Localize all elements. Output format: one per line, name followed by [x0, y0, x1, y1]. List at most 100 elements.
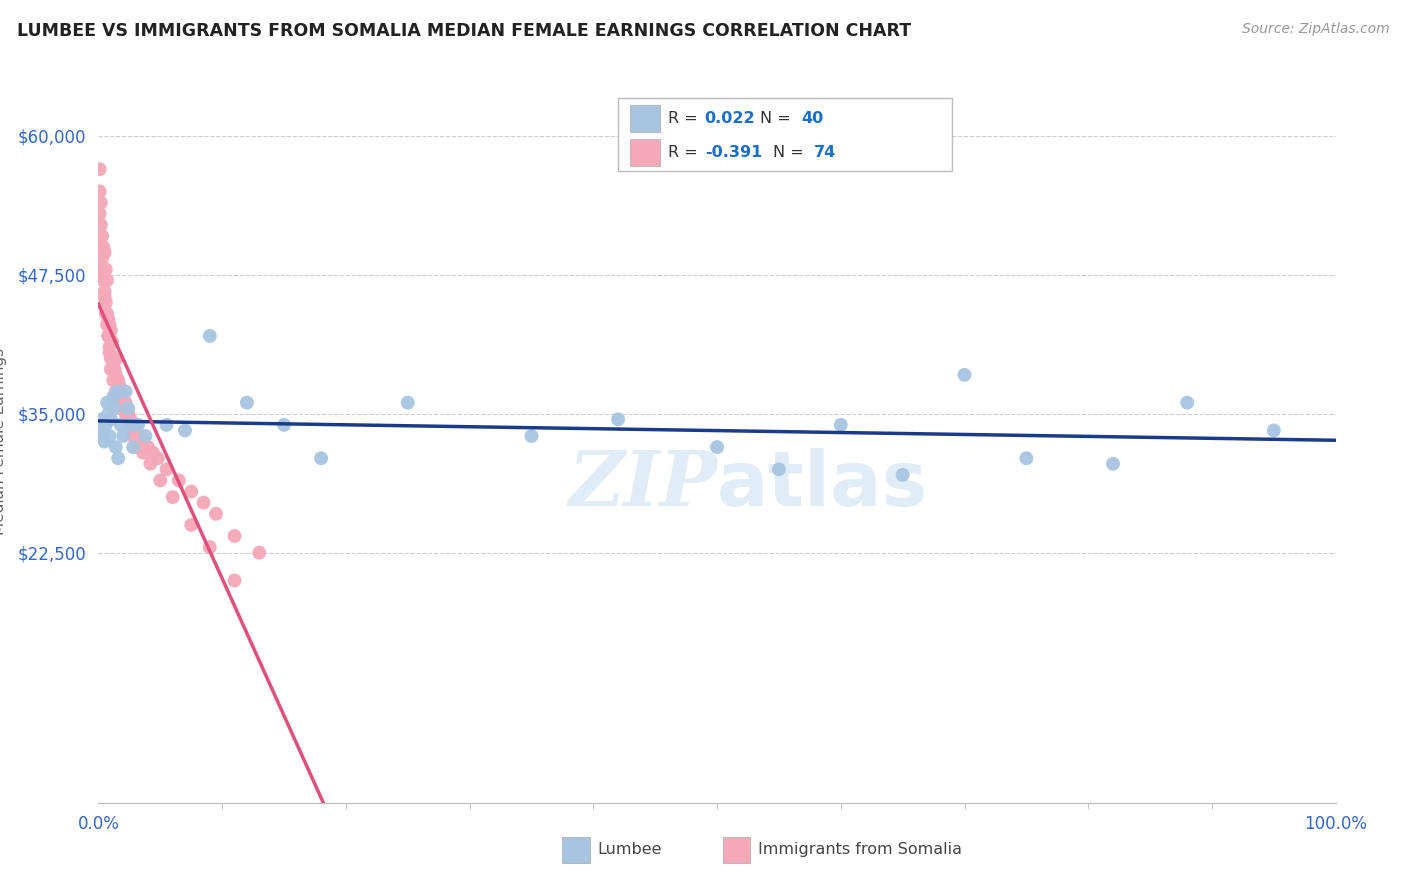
Text: -0.391: -0.391: [704, 145, 762, 160]
Point: [104, 440, 127, 454]
Point: [93, 245, 115, 260]
Point: [97, 329, 120, 343]
Point: [112, 401, 135, 416]
Point: [93, 273, 115, 287]
Text: atlas: atlas: [717, 448, 928, 522]
Point: [132, 445, 155, 459]
Point: [149, 474, 172, 488]
Point: [132, 434, 155, 449]
Point: [224, 529, 246, 543]
Point: [112, 401, 135, 416]
Point: [112, 395, 135, 409]
Point: [107, 390, 129, 404]
Point: [93, 429, 115, 443]
Point: [193, 496, 215, 510]
Point: [97, 407, 120, 421]
Point: [1175, 395, 1198, 409]
Point: [93, 285, 115, 299]
Point: [174, 424, 197, 438]
Point: [155, 462, 177, 476]
Point: [162, 490, 184, 504]
Text: 74: 74: [814, 145, 835, 160]
Point: [155, 417, 177, 432]
Point: [110, 384, 132, 399]
Point: [96, 307, 118, 321]
Point: [247, 546, 270, 560]
FancyBboxPatch shape: [562, 837, 589, 863]
Point: [98, 340, 121, 354]
Point: [118, 412, 141, 426]
Point: [108, 379, 131, 393]
Point: [128, 429, 150, 443]
Point: [167, 474, 190, 488]
Point: [110, 395, 132, 409]
Text: R =: R =: [668, 145, 703, 160]
Point: [120, 412, 142, 426]
FancyBboxPatch shape: [630, 105, 661, 132]
Text: N =: N =: [773, 145, 808, 160]
Point: [101, 334, 124, 349]
Point: [100, 323, 122, 337]
Point: [198, 540, 221, 554]
Point: [122, 429, 145, 443]
Point: [146, 451, 169, 466]
Point: [90, 218, 112, 232]
Point: [89, 207, 111, 221]
Point: [1102, 457, 1125, 471]
Point: [520, 429, 543, 443]
Point: [98, 318, 121, 332]
Point: [89, 162, 111, 177]
Point: [94, 417, 117, 432]
Point: [309, 451, 332, 466]
Point: [96, 273, 118, 287]
Point: [103, 362, 125, 376]
Point: [607, 412, 630, 426]
Point: [97, 312, 120, 326]
Point: [103, 401, 125, 416]
Point: [94, 295, 117, 310]
Point: [830, 417, 852, 432]
Point: [768, 462, 790, 476]
Point: [91, 412, 114, 426]
Point: [953, 368, 976, 382]
Point: [198, 329, 221, 343]
Point: [114, 395, 136, 409]
Point: [104, 384, 127, 399]
Point: [122, 417, 145, 432]
FancyBboxPatch shape: [630, 139, 661, 166]
Point: [93, 268, 115, 282]
Point: [96, 318, 118, 332]
Point: [90, 424, 112, 438]
Text: 0.022: 0.022: [704, 112, 755, 126]
Point: [90, 195, 112, 210]
Point: [91, 262, 114, 277]
Point: [91, 251, 114, 265]
Point: [93, 434, 115, 449]
Point: [105, 351, 128, 366]
Point: [110, 417, 132, 432]
Point: [89, 185, 111, 199]
Point: [111, 390, 134, 404]
Point: [103, 390, 125, 404]
Point: [94, 262, 117, 277]
Point: [127, 417, 149, 432]
Point: [142, 445, 165, 459]
Point: [1263, 424, 1285, 438]
Point: [90, 240, 112, 254]
Text: Immigrants from Somalia: Immigrants from Somalia: [758, 842, 962, 857]
Point: [134, 429, 156, 443]
Point: [236, 395, 259, 409]
Point: [396, 395, 419, 409]
Point: [98, 429, 121, 443]
FancyBboxPatch shape: [723, 837, 751, 863]
Text: LUMBEE VS IMMIGRANTS FROM SOMALIA MEDIAN FEMALE EARNINGS CORRELATION CHART: LUMBEE VS IMMIGRANTS FROM SOMALIA MEDIAN…: [17, 22, 911, 40]
Point: [139, 457, 162, 471]
Point: [97, 329, 120, 343]
Point: [124, 424, 146, 438]
Point: [891, 467, 914, 482]
Point: [112, 429, 135, 443]
Point: [93, 240, 115, 254]
Point: [96, 395, 118, 409]
Point: [273, 417, 295, 432]
Point: [91, 228, 114, 243]
